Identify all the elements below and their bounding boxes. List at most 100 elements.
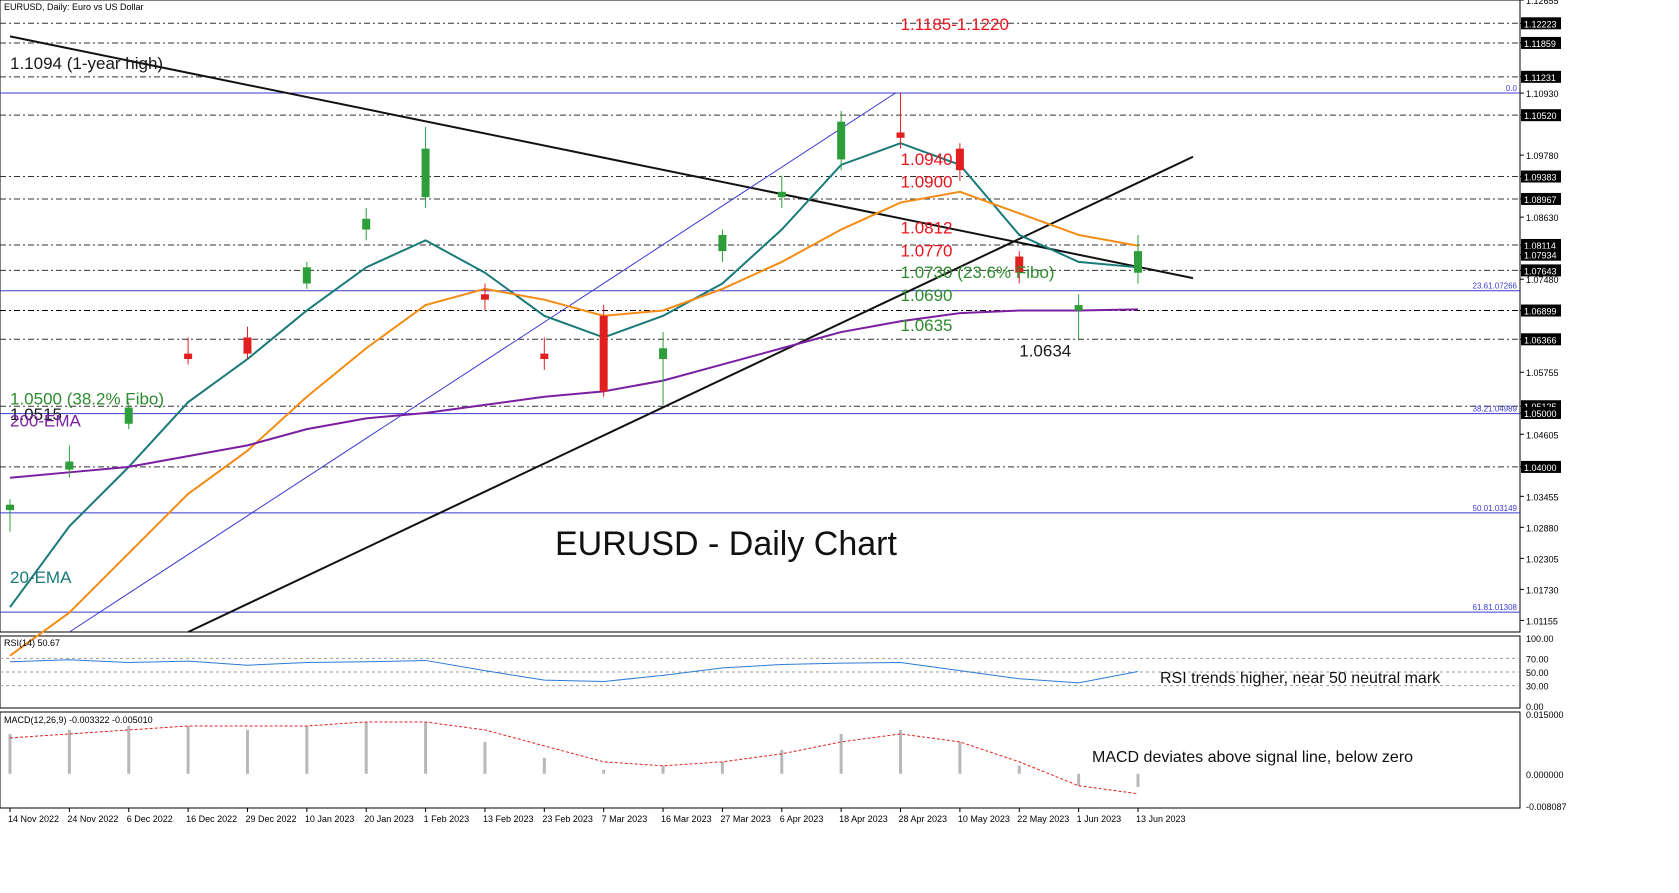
trendline-rising xyxy=(187,155,1194,633)
annotation-label: 1.0634 xyxy=(1019,341,1071,360)
trendline-channel xyxy=(69,92,897,633)
ema-lines xyxy=(9,142,1139,657)
price-label-box xyxy=(1521,192,1561,205)
candle-body xyxy=(540,353,549,360)
date-tick-label: 16 Mar 2023 xyxy=(661,814,712,824)
rsi-tick-label: 0.00 xyxy=(1526,702,1544,712)
price-tick-label: 1.05755 xyxy=(1526,368,1559,378)
macd-note: MACD deviates above signal line, below z… xyxy=(1092,749,1413,766)
price-label-box xyxy=(1521,70,1561,83)
date-tick-label: 22 May 2023 xyxy=(1017,814,1069,824)
date-tick-label: 10 Jan 2023 xyxy=(305,814,355,824)
price-tick-label: 1.08114 xyxy=(1524,241,1556,251)
candle-body xyxy=(243,337,252,354)
price-tick-label: 1.07480 xyxy=(1526,275,1559,285)
price-tick-label: 1.11231 xyxy=(1524,73,1556,83)
candle-body xyxy=(362,218,371,230)
date-tick-label: 27 Mar 2023 xyxy=(720,814,771,824)
price-label-box xyxy=(1521,248,1561,261)
annotation-label: 1.0500 (38.2% Fibo) xyxy=(10,389,164,408)
date-tick-label: 1 Feb 2023 xyxy=(424,814,470,824)
fib-label: 23.61.07266 xyxy=(1473,282,1518,291)
price-tick-label: 1.09780 xyxy=(1526,151,1559,161)
annotations: 1.1185-1.1220 1.1094 (1-year high) 1.0940 1… xyxy=(10,15,1071,587)
candle-body xyxy=(896,132,905,138)
main-panel-frame xyxy=(0,0,1521,633)
macd-tick-label: -0.008087 xyxy=(1526,802,1567,812)
price-label-box xyxy=(1521,406,1561,419)
candle-body xyxy=(421,148,430,198)
candles xyxy=(6,92,1142,532)
rsi-tick-label: 70.00 xyxy=(1526,654,1549,664)
price-tick-label: 1.12223 xyxy=(1524,19,1557,29)
candle-body xyxy=(480,294,489,300)
candle-body xyxy=(718,234,727,252)
candle-body xyxy=(65,461,74,470)
trendline-falling xyxy=(9,35,1194,280)
rsi-panel: 100.00 70.00 50.00 30.00 0.00 xyxy=(0,634,1554,712)
date-tick-label: 16 Dec 2022 xyxy=(186,814,237,824)
price-tick-label: 1.10930 xyxy=(1526,89,1559,99)
fib-label: 0.0 xyxy=(1506,84,1518,93)
price-label-box xyxy=(1521,264,1561,277)
rsi-tick-label: 100.00 xyxy=(1526,634,1554,644)
price-tick-label: 1.07934 xyxy=(1524,251,1557,261)
fib-label: 61.81.01308 xyxy=(1473,603,1518,612)
date-tick-label: 29 Dec 2022 xyxy=(245,814,296,824)
price-label-box xyxy=(1521,460,1561,473)
price-tick-label: 1.02880 xyxy=(1526,523,1559,533)
price-tick-label: 1.04605 xyxy=(1526,430,1559,440)
date-tick-label: 23 Feb 2023 xyxy=(542,814,593,824)
price-tick-label: 1.06899 xyxy=(1524,307,1557,317)
rsi-tick-label: 50.00 xyxy=(1526,668,1549,678)
macd-tick-label: 0.000000 xyxy=(1526,770,1564,780)
price-tick-label: 1.06366 xyxy=(1524,335,1557,345)
price-tick-label: 1.01730 xyxy=(1526,585,1559,595)
candle-body xyxy=(124,407,133,424)
candle-body xyxy=(599,315,608,392)
price-label-box xyxy=(1521,17,1561,30)
price-label-box xyxy=(1521,170,1561,183)
price-label-box xyxy=(1521,36,1561,49)
annotation-label: 20-EMA xyxy=(10,568,72,587)
annotation-label: 1.0900 xyxy=(901,172,953,191)
price-tick-label: 1.08967 xyxy=(1524,195,1557,205)
price-label-box xyxy=(1521,109,1561,122)
price-tick-label: 1.08630 xyxy=(1526,213,1559,223)
symbol-caption: EURUSD, Daily: Euro vs US Dollar xyxy=(4,2,144,12)
annotation-label: 200-EMA xyxy=(10,411,82,430)
price-tick-label: 1.04000 xyxy=(1524,463,1557,473)
annotation-label: 1.1094 (1-year high) xyxy=(10,54,163,73)
candle-body xyxy=(1015,256,1024,273)
horizontal-levels xyxy=(0,22,1520,468)
price-tick-label: 1.07643 xyxy=(1524,266,1557,276)
date-axis: 14 Nov 2022 24 Nov 2022 6 Dec 2022 16 Dec 2… xyxy=(8,808,1186,824)
price-tick-label: 1.01155 xyxy=(1526,616,1558,626)
candle-body xyxy=(955,148,964,171)
date-tick-label: 6 Dec 2022 xyxy=(127,814,173,824)
annotation-label: 1.0690 xyxy=(901,286,953,305)
price-label-box xyxy=(1521,238,1561,251)
date-tick-label: 6 Apr 2023 xyxy=(780,814,824,824)
price-tick-label: 1.05000 xyxy=(1524,409,1557,419)
date-tick-label: 28 Apr 2023 xyxy=(899,814,948,824)
annotation-label: 1.0940 xyxy=(901,150,953,169)
price-tick-label: 1.09383 xyxy=(1524,173,1557,183)
date-tick-label: 7 Mar 2023 xyxy=(602,814,648,824)
ema-line-20-ema xyxy=(9,142,1139,608)
date-tick-label: 13 Feb 2023 xyxy=(483,814,534,824)
fib-label: 50.01.03149 xyxy=(1473,504,1518,513)
ema-line-50-ema xyxy=(9,190,1139,657)
price-tick-label: 1.02305 xyxy=(1526,554,1559,564)
trendlines xyxy=(9,35,1194,633)
date-tick-label: 13 Jun 2023 xyxy=(1136,814,1186,824)
candle-body xyxy=(659,348,668,360)
price-label-box xyxy=(1521,304,1561,317)
macd-tick-label: 0.015000 xyxy=(1526,710,1564,720)
annotation-label: 1.0635 xyxy=(901,316,953,335)
price-tick-label: 1.03455 xyxy=(1526,492,1559,502)
rsi-line xyxy=(9,659,1139,684)
fibonacci-levels: 0.0 23.61.07266 38.21.04989 50.01.03149 61.8… xyxy=(0,84,1520,613)
annotation-label: 1.0515 xyxy=(10,405,62,424)
